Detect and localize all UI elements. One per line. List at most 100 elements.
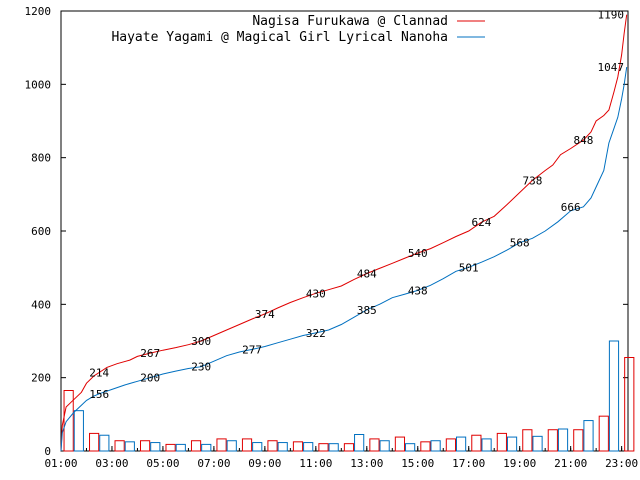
- bar-s0-h3: [139, 440, 151, 452]
- cumulative-lines: [60, 14, 628, 452]
- data-label-s1-1: 200: [140, 372, 160, 385]
- bar-s1-h17: [506, 436, 518, 452]
- data-label-s1-3: 277: [242, 343, 262, 356]
- data-label-s0-3: 374: [255, 308, 275, 321]
- bar-s0-h15: [445, 438, 456, 452]
- bar-s1-h18: [532, 435, 543, 452]
- bar-s0-h9: [292, 441, 304, 452]
- bar-s0-h20: [573, 429, 584, 452]
- data-label-s0-0: 214: [89, 367, 109, 380]
- bar-s1-h7: [252, 442, 263, 452]
- bar-s1-h5: [201, 443, 212, 452]
- bar-s0-h16: [471, 434, 482, 452]
- bar-s1-h10: [328, 443, 339, 452]
- line-series-1: [60, 67, 628, 452]
- x-tick-label-6: 13:00: [350, 457, 383, 470]
- x-axis: 01:00 03:00 05:00 07:00 09:00 11:00 13:00 15:00…: [44, 446, 638, 470]
- bar-s1-h3: [150, 442, 161, 452]
- data-label-s0-4: 430: [306, 287, 326, 300]
- y-tick-label-4: 800: [31, 152, 51, 165]
- bar-s0-h6: [216, 438, 227, 452]
- bar-s1-h2: [124, 441, 135, 452]
- data-label-s1-0: 156: [89, 388, 109, 401]
- bar-s0-h8: [267, 440, 278, 452]
- x-tick-label-0: 01:00: [44, 457, 77, 470]
- bar-s0-h13: [394, 436, 406, 452]
- x-tick-label-11: 23:00: [605, 457, 638, 470]
- bar-s1-h14: [430, 440, 441, 452]
- data-labels: 214 267 300 374 430 484 540 624 738 848 1190 156 200…: [89, 9, 624, 401]
- bar-s0-h22: [624, 357, 635, 452]
- y-tick-label-6: 1200: [25, 5, 52, 18]
- legend-entry-0: Nagisa Furukawa @ Clannad: [252, 14, 485, 29]
- x-tick-label-7: 15:00: [401, 457, 434, 470]
- bar-s1-h21: [608, 340, 620, 452]
- data-label-s0-6: 540: [408, 247, 428, 260]
- bar-s1-h20: [583, 420, 594, 452]
- bar-s0-h17: [496, 432, 507, 452]
- data-label-s1-10: 1047: [598, 61, 625, 74]
- bar-s0-h10: [318, 443, 329, 452]
- legend: Nagisa Furukawa @ Clannad Hayate Yagami …: [111, 14, 485, 45]
- hourly-bars: [63, 340, 635, 452]
- bar-s0-h7: [241, 438, 253, 452]
- x-tick-label-1: 03:00: [95, 457, 128, 470]
- y-tick-label-1: 200: [31, 372, 51, 385]
- x-tick-label-2: 05:00: [146, 457, 179, 470]
- data-label-s1-9: 666: [561, 201, 581, 214]
- bar-s1-h11: [354, 434, 365, 452]
- bar-s0-h0: [63, 390, 74, 452]
- data-label-s1-4: 322: [306, 327, 326, 340]
- data-label-s1-5: 385: [357, 304, 377, 317]
- bar-s0-h5: [190, 440, 202, 452]
- x-tick-label-4: 09:00: [248, 457, 281, 470]
- x-tick-label-9: 19:00: [503, 457, 536, 470]
- data-label-s0-5: 484: [357, 268, 377, 281]
- bar-s1-h12: [379, 440, 390, 452]
- bar-s0-h2: [114, 440, 125, 452]
- y-tick-label-0: 0: [44, 445, 51, 458]
- data-label-s0-1: 267: [140, 347, 160, 360]
- data-label-s1-7: 501: [459, 261, 479, 274]
- bar-s1-h15: [455, 436, 467, 452]
- legend-entry-1: Hayate Yagami @ Magical Girl Lyrical Nan…: [111, 30, 485, 45]
- bar-s0-h14: [420, 441, 431, 452]
- data-label-s1-6: 438: [408, 284, 428, 297]
- bar-s1-h13: [405, 443, 416, 452]
- data-label-s1-2: 230: [191, 361, 211, 374]
- bar-s0-h19: [547, 429, 558, 452]
- bar-s0-h21: [598, 415, 609, 452]
- x-tick-label-8: 17:00: [452, 457, 485, 470]
- bar-s0-h4: [165, 443, 176, 452]
- bar-s0-h1: [89, 432, 100, 452]
- data-label-s0-7: 624: [472, 216, 492, 229]
- bar-s1-h19: [557, 428, 569, 452]
- data-label-s0-9: 848: [573, 134, 593, 147]
- x-tick-label-10: 21:00: [554, 457, 587, 470]
- y-tick-label-5: 1000: [25, 78, 52, 91]
- bar-s0-h11: [343, 443, 355, 452]
- y-axis: 0 200 400 600 800 1000 1200: [25, 5, 628, 458]
- data-label-s0-8: 738: [523, 174, 543, 187]
- line-series-0: [60, 14, 628, 452]
- y-tick-label-2: 400: [31, 298, 51, 311]
- bar-s1-h0: [73, 410, 84, 452]
- legend-label-1: Hayate Yagami @ Magical Girl Lyrical Nan…: [111, 30, 448, 45]
- plot-frame: [60, 10, 629, 452]
- bar-s0-h12: [369, 438, 380, 452]
- x-tick-label-5: 11:00: [299, 457, 332, 470]
- data-label-s0-2: 300: [191, 335, 211, 348]
- bar-s0-h18: [522, 429, 533, 452]
- bar-s1-h16: [481, 438, 492, 452]
- data-label-s1-8: 568: [510, 237, 530, 250]
- x-tick-label-3: 07:00: [197, 457, 230, 470]
- bar-s1-h9: [303, 442, 314, 452]
- bar-s1-h8: [277, 442, 288, 452]
- data-label-s0-10: 1190: [598, 9, 625, 22]
- legend-label-0: Nagisa Furukawa @ Clannad: [252, 14, 448, 29]
- bar-s1-h1: [99, 434, 110, 452]
- bar-s1-h4: [175, 443, 186, 452]
- y-tick-label-3: 600: [31, 225, 51, 238]
